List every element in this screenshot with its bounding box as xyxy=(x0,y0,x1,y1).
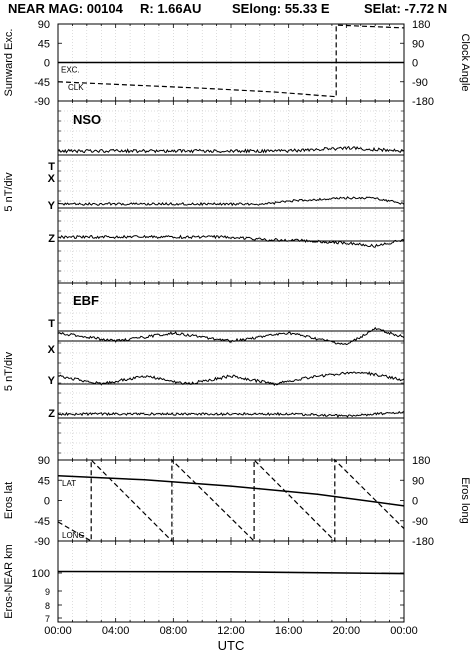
panel4-ytick-label: -45 xyxy=(34,516,50,528)
panel2-trace-Z xyxy=(57,234,405,248)
panel2-ylabel: 5 nT/div xyxy=(3,172,15,212)
x-tick-label: 20:00 xyxy=(333,625,361,637)
panel5-ytick-label: 9 xyxy=(45,587,50,597)
panel1-ytick-label: 0 xyxy=(44,58,50,70)
title-selong: SElong: 55.33 E xyxy=(232,1,330,16)
distance-series-line xyxy=(57,570,405,575)
panel4-ytick-right-label: -90 xyxy=(412,516,428,528)
panel5-ytick-label: 100 xyxy=(32,568,50,580)
panel4-ytick-label: 0 xyxy=(44,496,50,508)
panel4-ytick-right-label: 180 xyxy=(412,455,430,467)
lat-series-line xyxy=(57,475,405,507)
panel4-ytick-right-label: 0 xyxy=(412,496,418,508)
long-series-line xyxy=(57,458,405,543)
panel1-ytick-right-label: -180 xyxy=(412,96,434,108)
panel1-ylabel-right: Clock Angle xyxy=(459,33,471,91)
panel1-ytick-right-label: 90 xyxy=(412,38,424,50)
panel2-trace-X xyxy=(57,145,405,154)
x-tick-label: 16:00 xyxy=(275,625,303,637)
panel3-trace-label-Y: Y xyxy=(48,375,56,387)
x-axis-label: UTC xyxy=(218,638,245,653)
panel5-ytick-label: 8 xyxy=(45,601,50,611)
panel3-ylabel: 5 nT/div xyxy=(3,351,15,391)
panel4-ytick-label: 90 xyxy=(38,455,50,467)
x-tick-label: 00:00 xyxy=(390,625,418,637)
panel1-ytick-right-label: 0 xyxy=(412,58,418,70)
x-tick-label: 08:00 xyxy=(160,625,188,637)
chart-title: NEAR MAG: 00104 R: 1.66AU SElong: 55.33 … xyxy=(0,1,473,19)
x-tick-label: 04:00 xyxy=(102,625,130,637)
panel1-ytick-label: -90 xyxy=(34,96,50,108)
long-annotation: LONG xyxy=(62,531,85,540)
title-mission: NEAR MAG: 00104 xyxy=(8,1,123,16)
clk-series-line xyxy=(57,24,405,98)
panel1-ytick-label: 90 xyxy=(38,19,50,31)
panel3-trace-Z xyxy=(57,410,405,418)
panel3-label: EBF xyxy=(73,293,99,308)
panel3-trace-X xyxy=(57,326,405,346)
panel2-trace-label-Y: Y xyxy=(48,200,56,212)
panel3-trace-label-Z: Z xyxy=(48,408,55,420)
x-tick-label: 12:00 xyxy=(217,625,245,637)
panel5-ylabel: Eros-NEAR km xyxy=(3,544,15,619)
panel3-trace-label-X: X xyxy=(48,344,56,356)
clk-annotation: CLK xyxy=(68,83,84,92)
panel1-ytick-label: -45 xyxy=(34,77,50,89)
panel4-ylabel: Eros lat xyxy=(3,482,15,519)
panel4-ytick-right-label: 90 xyxy=(412,475,424,487)
panel1-ytick-right-label: 180 xyxy=(412,19,430,31)
panel4-ytick-label: -90 xyxy=(34,536,50,548)
panel2-trace-label-X: X xyxy=(48,173,56,185)
panel5-ytick-label: 7 xyxy=(45,614,50,624)
panel4-ytick-right-label: -180 xyxy=(412,536,434,548)
panel1-ytick-right-label: -90 xyxy=(412,77,428,89)
panel1-ylabel: Sunward Exc. xyxy=(3,29,15,97)
lat-annotation: LAT xyxy=(62,479,76,488)
x-tick-label: 00:00 xyxy=(44,625,72,637)
title-distance: R: 1.66AU xyxy=(140,1,202,16)
panel2-label: NSO xyxy=(73,112,101,127)
title-selat: SElat: -7.72 N xyxy=(364,1,448,16)
panel2-trace-Y xyxy=(57,196,405,207)
panel1-ytick-label: 45 xyxy=(38,38,50,50)
panel4-ylabel-right: Eros long xyxy=(459,477,471,523)
panel3-trace-Y xyxy=(57,371,405,387)
panel4-ytick-label: 45 xyxy=(38,475,50,487)
panel3-trace-label-T: T xyxy=(48,318,55,330)
exc-annotation: EXC. xyxy=(61,66,80,75)
panel2-trace-label-T: T xyxy=(48,161,55,173)
panel2-trace-label-Z: Z xyxy=(48,233,55,245)
